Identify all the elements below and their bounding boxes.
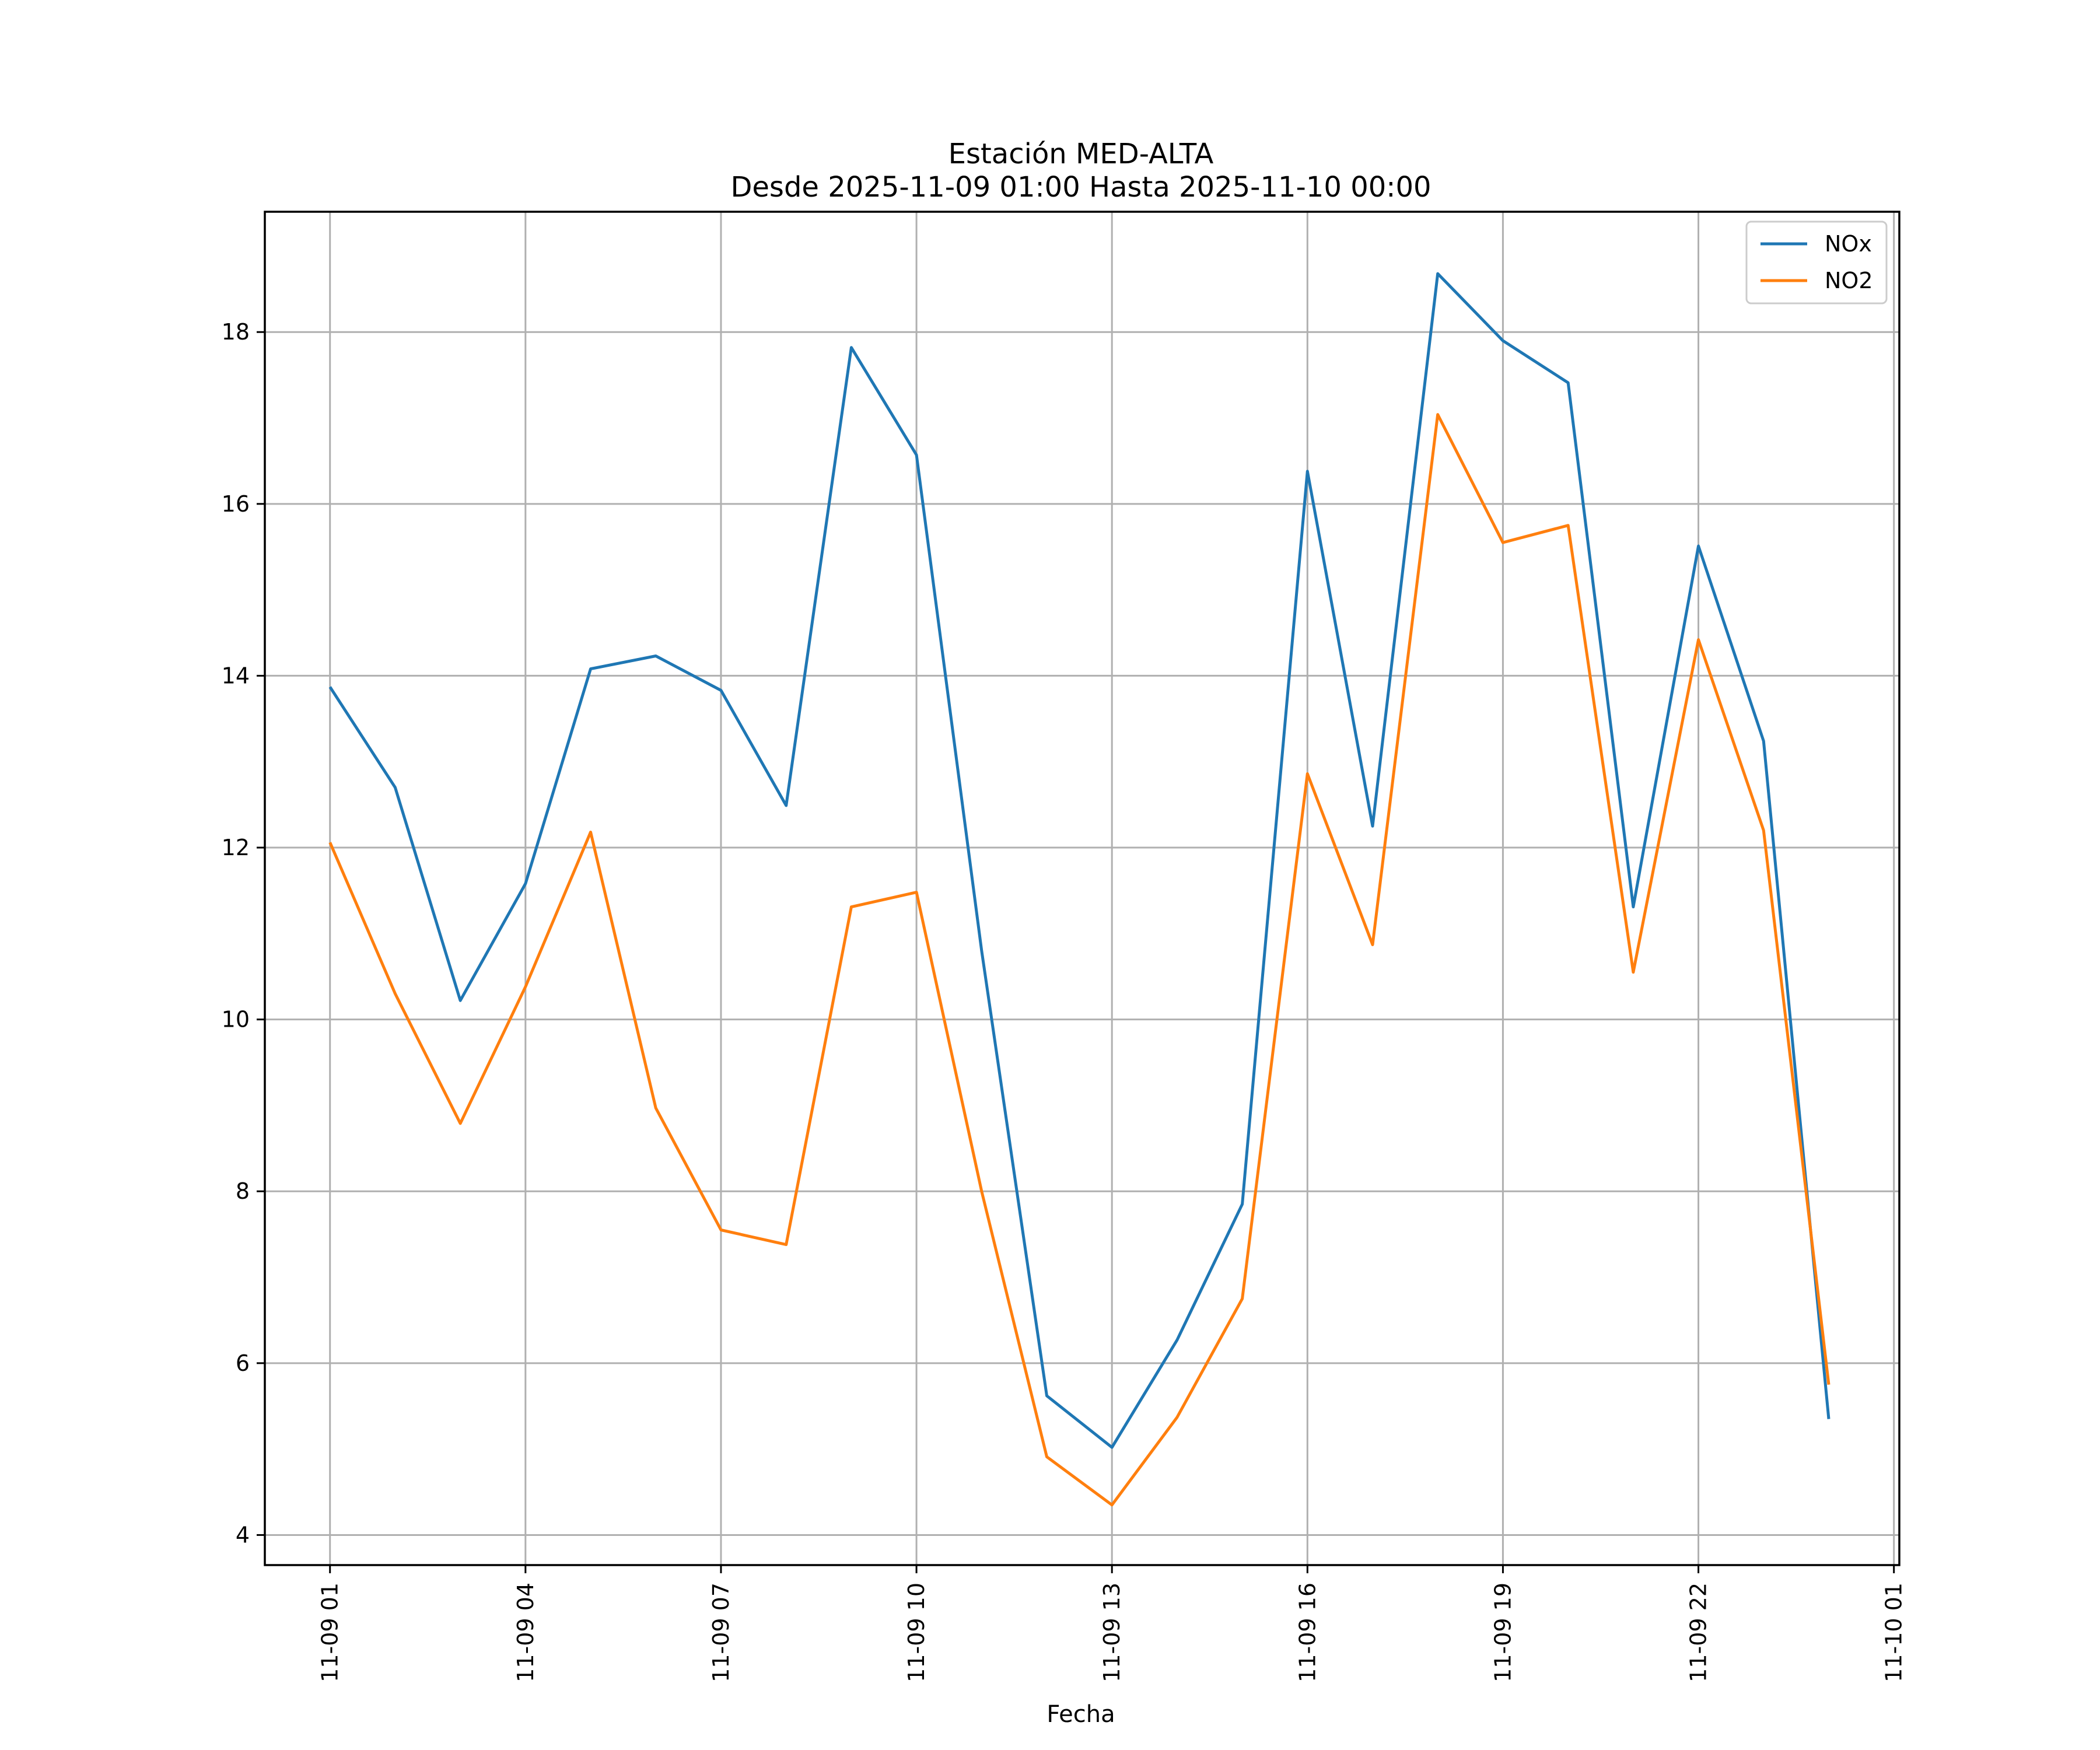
legend: NOx NO2: [1745, 220, 1888, 304]
y-tick-label: 16: [222, 491, 250, 517]
y-tick-label: 10: [222, 1007, 250, 1032]
x-tick-label: 11-09 22: [1686, 1583, 1712, 1682]
legend-label-no2: NO2: [1825, 268, 1873, 293]
y-tick-label: 14: [222, 663, 250, 688]
y-tick-label: 12: [222, 835, 250, 860]
x-tick-label: 11-09 16: [1294, 1583, 1320, 1682]
y-axis: 4 6 8 10 12 14 16 18: [222, 319, 265, 1548]
series-line-no2: [328, 413, 1831, 1507]
series-layer: [328, 272, 1831, 1507]
y-tick-label: 6: [236, 1350, 250, 1376]
x-tick-label: 11-09 13: [1099, 1583, 1125, 1682]
x-tick-label: 11-09 07: [708, 1583, 734, 1682]
x-axis: 11-09 01 11-09 04 11-09 07 11-09 10 11-09 13…: [317, 1565, 1907, 1682]
plot-frame: [264, 211, 1901, 1566]
y-tick-label: 8: [236, 1178, 250, 1204]
grid-layer: [265, 212, 1899, 1565]
x-tick-label: 11-09 19: [1490, 1583, 1516, 1682]
series-line-nox: [328, 272, 1831, 1449]
x-tick-label: 11-09 10: [904, 1583, 929, 1682]
chart-title: Estación MED-ALTA: [949, 138, 1214, 170]
x-tick-label: 11-09 01: [317, 1583, 343, 1682]
y-tick-label: 18: [222, 319, 250, 345]
y-tick-label: 4: [236, 1522, 250, 1548]
x-tick-label: 11-09 04: [513, 1583, 538, 1682]
legend-label-nox: NOx: [1825, 231, 1872, 257]
x-tick-label: 11-10 01: [1881, 1583, 1907, 1682]
x-axis-label: Fecha: [1046, 1701, 1115, 1728]
chart-subtitle: Desde 2025-11-09 01:00 Hasta 2025-11-10 …: [730, 171, 1431, 204]
legend-box: [1745, 220, 1888, 304]
